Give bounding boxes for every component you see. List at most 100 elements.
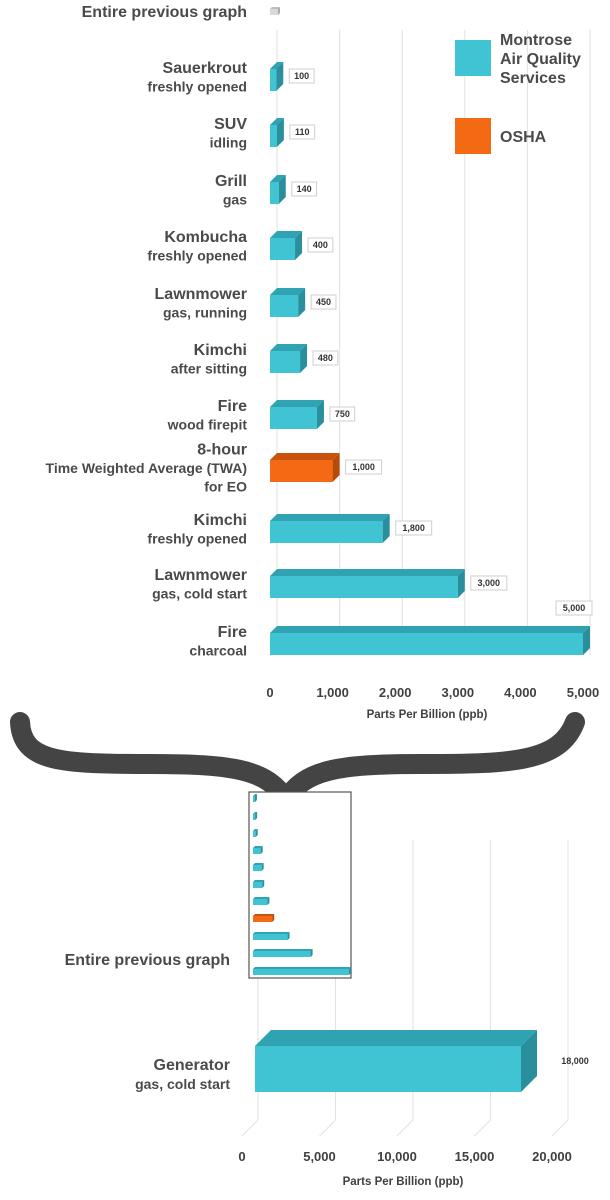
top-category-label: Lawnmower xyxy=(155,567,247,584)
legend-label: Services xyxy=(500,70,566,87)
top-bar-top xyxy=(270,118,284,125)
top-tick-label: 0 xyxy=(266,685,273,700)
thumbnail-bar-top xyxy=(253,967,351,969)
legend-swatch xyxy=(455,118,491,154)
thumbnail-bar-top xyxy=(253,914,275,916)
top-bar xyxy=(270,400,324,429)
top-bar-front xyxy=(270,407,317,429)
thumbnail-bar-front xyxy=(253,848,261,854)
thumbnail-bar-front xyxy=(253,934,288,940)
thumbnail-bar-side xyxy=(262,880,265,888)
top-category-label: for EO xyxy=(204,479,247,495)
top-category-label: gas, running xyxy=(163,304,247,320)
top-bar-side xyxy=(276,118,284,147)
top-bar-top xyxy=(270,569,465,576)
top-category-label: Kimchi xyxy=(194,342,247,359)
legend-label: OSHA xyxy=(500,129,547,146)
thumbnail-bar-front xyxy=(253,882,263,888)
top-bar-front xyxy=(270,295,299,317)
thumbnail-bar xyxy=(253,949,313,957)
top-tick-label: 2,000 xyxy=(379,685,412,700)
bottom-tick-label: 15,000 xyxy=(455,1149,495,1164)
thumbnail-bar xyxy=(253,829,258,837)
thumbnail-bar xyxy=(253,794,257,802)
top-category-label: freshly opened xyxy=(147,78,247,94)
top-bar-front xyxy=(270,460,333,482)
top-category-label: Time Weighted Average (TWA) xyxy=(46,460,247,476)
top-category-label: Fire xyxy=(218,624,247,641)
top-category-label: freshly opened xyxy=(147,247,247,263)
thumbnail-bar-side xyxy=(255,812,258,820)
top-bar-top xyxy=(270,400,324,407)
top-bar-value-label: 5,000 xyxy=(555,600,593,616)
top-chart-x-axis-title: Parts Per Billion (ppb) xyxy=(367,709,488,721)
top-bar-side xyxy=(382,514,390,543)
thumbnail-bar-front xyxy=(253,814,256,820)
bottom-bar-side xyxy=(521,1030,537,1092)
top-bar-front xyxy=(270,182,279,204)
legend-swatch xyxy=(455,40,491,76)
legend-label: Montrose xyxy=(500,32,572,49)
top-bar-value-label-text: 3,000 xyxy=(478,578,501,588)
top-bar-value-label-box xyxy=(395,520,433,536)
top-category-label: Grill xyxy=(215,173,247,190)
top-bar-front xyxy=(270,521,383,543)
top-category-label: after sitting xyxy=(171,360,247,376)
thumbnail-bar-side xyxy=(254,794,257,802)
thumbnail-bar-top xyxy=(253,794,257,796)
top-bar-value-label-text: 1,800 xyxy=(402,523,425,533)
top-category-label: Kimchi xyxy=(194,512,247,529)
top-bar-value-label-box xyxy=(470,575,508,591)
top-category-label: Sauerkrout xyxy=(163,60,248,77)
top-tick-label: 1,000 xyxy=(316,685,349,700)
thumbnail-bar xyxy=(253,863,264,871)
top-bar-top xyxy=(270,175,286,182)
top-chart-tick-labels: 0 1,000 2,000 3,000 4,000 5,000 xyxy=(266,685,599,700)
thumbnail-bar xyxy=(253,897,270,905)
bottom-chart-tick-labels: 0 5,000 10,000 15,000 20,000 xyxy=(238,1149,572,1164)
bottom-bar-top xyxy=(255,1030,537,1046)
top-bar-top xyxy=(270,626,590,633)
top-category-label: 8-hour xyxy=(197,442,247,459)
thumbnail-bar-side xyxy=(267,897,270,905)
thumbnail-frame xyxy=(248,791,352,979)
top-bar-value-label: 140 xyxy=(291,181,318,197)
top-bar-side xyxy=(300,344,308,373)
top-tick-label: 4,000 xyxy=(504,685,537,700)
top-bar-front xyxy=(270,125,277,147)
top-bar-front xyxy=(270,633,583,655)
top-category-label: Lawnmower xyxy=(155,286,247,303)
thumbnail-bar-top xyxy=(253,949,313,951)
top-bar-side xyxy=(583,626,590,655)
bottom-tick-label: 10,000 xyxy=(377,1149,417,1164)
top-bar xyxy=(270,514,390,543)
top-bar-value-label-text: 100 xyxy=(294,71,309,81)
top-bar-side xyxy=(278,175,286,204)
top-bar-value-label-text: 1,000 xyxy=(352,462,375,472)
legend: Montrose Air Quality Services OSHA xyxy=(455,32,581,154)
thumbnail-bar-top xyxy=(253,812,258,814)
top-bar-side xyxy=(276,62,284,91)
top-bar-value-label-box xyxy=(291,181,318,197)
thumbnail-bar-side xyxy=(349,967,351,975)
thumbnail-bar xyxy=(253,914,275,922)
top-bar-value-label-text: 400 xyxy=(313,240,328,250)
thumbnail-bar-front xyxy=(253,831,256,837)
bottom-category-label: Entire previous graph xyxy=(65,952,230,969)
top-bar xyxy=(270,62,284,91)
top-bar xyxy=(270,118,284,147)
top-bar-value-label-text: 110 xyxy=(295,127,310,137)
thumbnail-bar-front xyxy=(253,916,273,922)
thumbnail-bar-top xyxy=(253,932,290,934)
top-bar-placeholder-front xyxy=(270,9,278,15)
thumbnail-bar-side xyxy=(255,829,258,837)
top-category-label: Fire xyxy=(218,398,247,415)
top-bar-value-label-box xyxy=(289,124,316,140)
legend-label: Air Quality xyxy=(500,51,581,68)
top-bar xyxy=(270,569,465,598)
top-bar-front xyxy=(270,351,301,373)
thumbnail-bar xyxy=(253,967,351,975)
top-bar-value-label-text: 450 xyxy=(316,297,331,307)
bottom-gridline-foot xyxy=(241,1119,259,1137)
